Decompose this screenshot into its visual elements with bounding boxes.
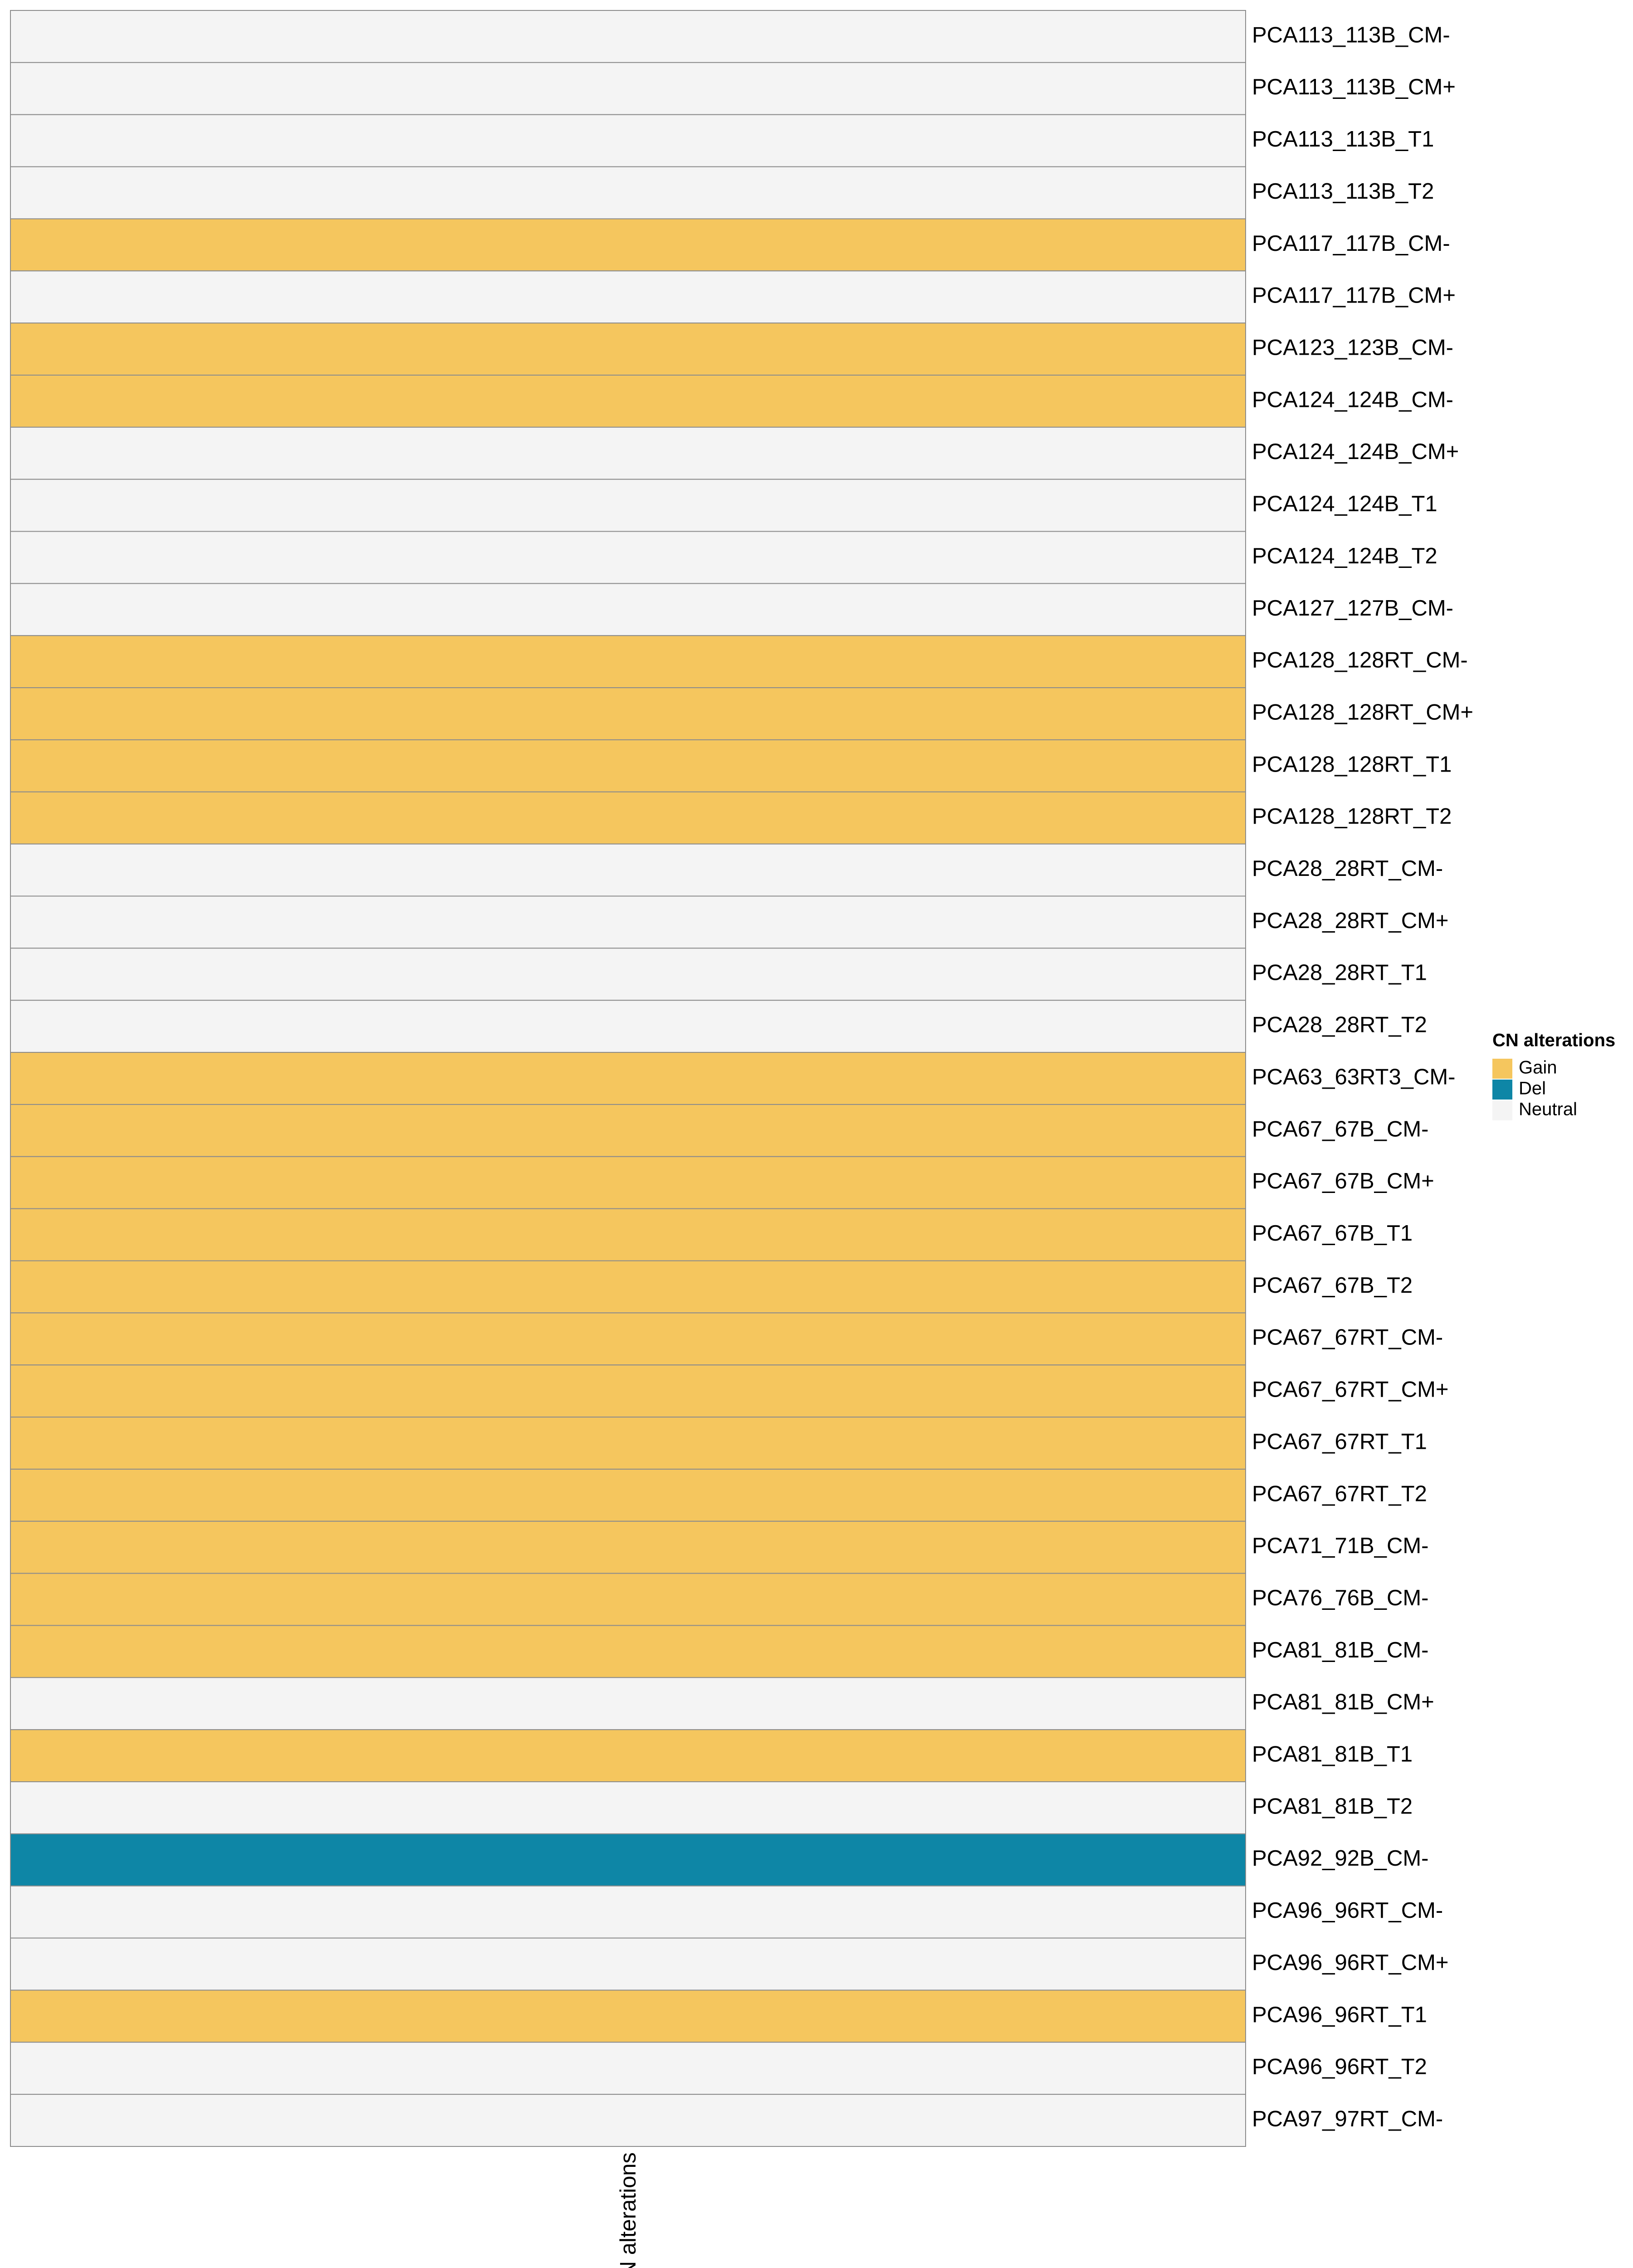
heatmap-cell: [10, 1104, 1246, 1157]
heatmap-cell: [10, 687, 1246, 740]
legend-label: Gain: [1519, 1058, 1557, 1078]
heatmap-cell: [10, 1573, 1246, 1626]
row-label: PCA128_128RT_CM-: [1252, 648, 1468, 673]
row-label: PCA124_124B_CM+: [1252, 440, 1459, 464]
row-label: PCA124_124B_T2: [1252, 544, 1437, 568]
heatmap-cell: [10, 583, 1246, 636]
heatmap-cell: [10, 2042, 1246, 2095]
heatmap-cell: [10, 1677, 1246, 1730]
row-label: PCA113_113B_T1: [1252, 127, 1434, 152]
row-label: PCA96_96RT_CM+: [1252, 1950, 1449, 1975]
heatmap-cell: [10, 1833, 1246, 1887]
row-label: PCA113_113B_CM+: [1252, 75, 1456, 99]
row-label: PCA67_67B_T1: [1252, 1221, 1413, 1246]
heatmap-cell: [10, 426, 1246, 480]
heatmap-cell: [10, 374, 1246, 428]
row-label: PCA117_117B_CM-: [1252, 231, 1450, 256]
row-label: PCA113_113B_T2: [1252, 179, 1434, 204]
row-label: PCA96_96RT_T2: [1252, 2055, 1427, 2079]
heatmap-cell: [10, 1156, 1246, 1209]
row-label: PCA71_71B_CM-: [1252, 1534, 1428, 1558]
row-label: PCA128_128RT_T1: [1252, 752, 1452, 777]
heatmap-cell: [10, 1989, 1246, 2043]
row-label: PCA81_81B_T2: [1252, 1794, 1413, 1818]
heatmap-cell: [10, 1000, 1246, 1053]
heatmap-cell: [10, 114, 1246, 167]
heatmap-cell: [10, 1885, 1246, 1939]
row-label: PCA28_28RT_CM-: [1252, 856, 1443, 881]
heatmap-cell: [10, 531, 1246, 584]
heatmap-cell: [10, 1312, 1246, 1366]
legend-label: Neutral: [1519, 1100, 1577, 1119]
heatmap-cell: [10, 218, 1246, 272]
row-label: PCA96_96RT_T1: [1252, 2003, 1427, 2027]
legend-swatch: [1492, 1100, 1512, 1120]
row-label: PCA127_127B_CM-: [1252, 596, 1453, 621]
legend-title: CN alterations: [1492, 1031, 1615, 1051]
heatmap-cell: [10, 479, 1246, 532]
legend-label: Del: [1519, 1079, 1546, 1099]
heatmap-cell: [10, 1364, 1246, 1418]
heatmap-cell: [10, 2094, 1246, 2147]
row-label: PCA117_117B_CM+: [1252, 284, 1456, 308]
heatmap-cell: [10, 1208, 1246, 1261]
row-label: PCA81_81B_T1: [1252, 1742, 1413, 1767]
heatmap-cell: [10, 270, 1246, 324]
heatmap-cell: [10, 895, 1246, 949]
heatmap-cell: [10, 791, 1246, 845]
heatmap-cell: [10, 166, 1246, 220]
row-label: PCA67_67RT_T2: [1252, 1481, 1427, 1506]
row-label: PCA128_128RT_CM+: [1252, 700, 1473, 724]
heatmap-cell: [10, 323, 1246, 376]
heatmap-cell: [10, 1937, 1246, 1991]
row-label: PCA76_76B_CM-: [1252, 1586, 1428, 1610]
row-label: PCA28_28RT_T1: [1252, 961, 1427, 985]
legend-swatch: [1492, 1080, 1512, 1100]
heatmap-cell: [10, 1417, 1246, 1470]
row-label: PCA92_92B_CM-: [1252, 1846, 1428, 1871]
row-label: PCA67_67B_T2: [1252, 1273, 1413, 1298]
row-label: PCA124_124B_CM-: [1252, 387, 1453, 412]
row-label: PCA128_128RT_T2: [1252, 804, 1452, 829]
row-label: PCA28_28RT_CM+: [1252, 909, 1449, 933]
heatmap-cell: [10, 1625, 1246, 1678]
heatmap-cell: [10, 1052, 1246, 1105]
heatmap-cell: [10, 62, 1246, 115]
row-label: PCA67_67RT_CM+: [1252, 1378, 1449, 1402]
heatmap-cell: [10, 1781, 1246, 1834]
row-label: PCA67_67B_CM-: [1252, 1117, 1428, 1141]
row-label: PCA63_63RT3_CM-: [1252, 1065, 1455, 1089]
heatmap-cell: [10, 635, 1246, 689]
heatmap-cell: [10, 739, 1246, 792]
row-label: PCA123_123B_CM-: [1252, 335, 1453, 360]
row-label: PCA81_81B_CM+: [1252, 1690, 1434, 1715]
row-label: PCA67_67B_CM+: [1252, 1169, 1434, 1193]
heatmap-cell: [10, 1520, 1246, 1574]
row-label: PCA81_81B_CM-: [1252, 1638, 1428, 1662]
row-label: PCA97_97RT_CM-: [1252, 2107, 1443, 2131]
heatmap-cell: [10, 1729, 1246, 1783]
heatmap-cell: [10, 1260, 1246, 1314]
heatmap-cell: [10, 843, 1246, 897]
legend-swatch: [1492, 1059, 1512, 1079]
row-label: PCA96_96RT_CM-: [1252, 1898, 1443, 1923]
row-label: PCA113_113B_CM-: [1252, 23, 1450, 47]
heatmap-cell: [10, 1468, 1246, 1522]
x-axis-label: CN alterations: [616, 2152, 640, 2268]
heatmap-cell: [10, 10, 1246, 63]
heatmap-cell: [10, 948, 1246, 1001]
row-label: PCA67_67RT_T1: [1252, 1429, 1427, 1454]
row-label: PCA67_67RT_CM-: [1252, 1325, 1443, 1350]
row-label: PCA124_124B_T1: [1252, 492, 1437, 516]
row-label: PCA28_28RT_T2: [1252, 1013, 1427, 1037]
